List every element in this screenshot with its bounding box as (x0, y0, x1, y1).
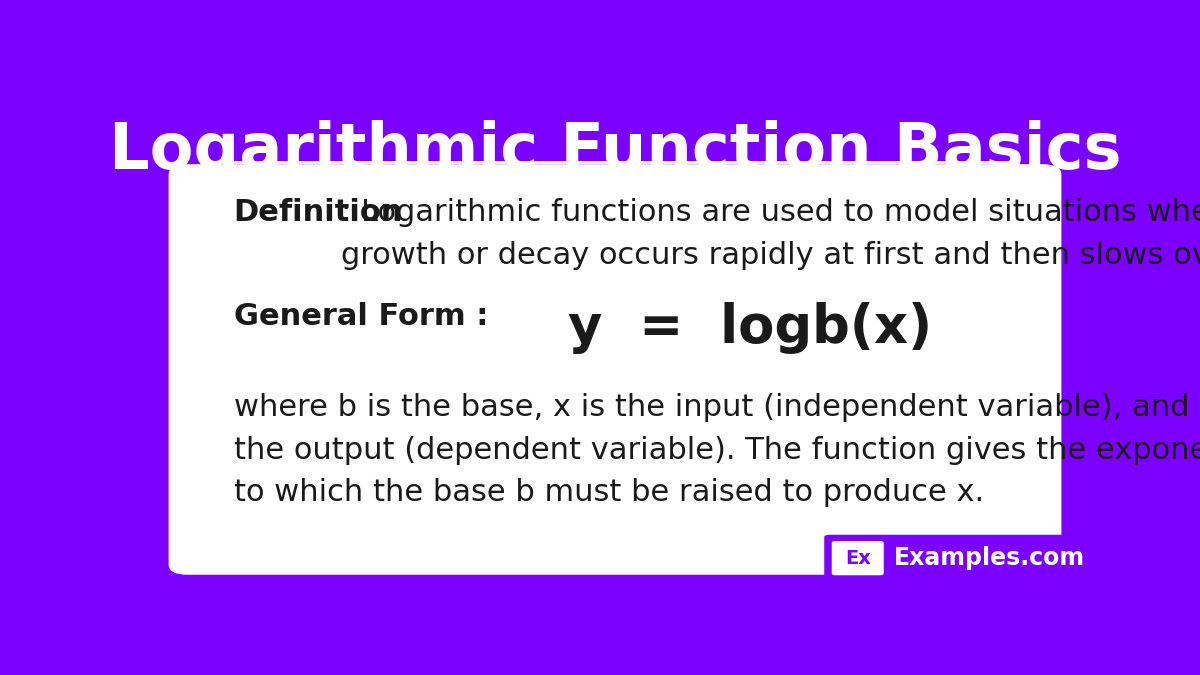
Text: y  =  logb(x): y = logb(x) (569, 302, 932, 354)
FancyBboxPatch shape (832, 541, 883, 575)
Text: Ex: Ex (845, 549, 871, 568)
Text: where b is the base, x is the input (independent variable), and y is
the output : where b is the base, x is the input (ind… (234, 393, 1200, 508)
Text: Examples.com: Examples.com (894, 546, 1085, 570)
FancyBboxPatch shape (168, 164, 1062, 575)
Text: Definition: Definition (234, 198, 403, 227)
Text: General Form :: General Form : (234, 302, 488, 331)
Text: Logarithmic Function Basics: Logarithmic Function Basics (109, 120, 1121, 182)
Text: : Logarithmic functions are used to model situations where
growth or decay occur: : Logarithmic functions are used to mode… (341, 198, 1200, 270)
FancyBboxPatch shape (824, 535, 1090, 583)
